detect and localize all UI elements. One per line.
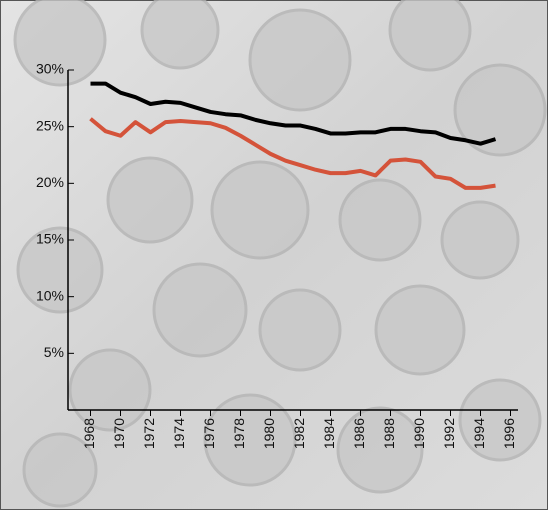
y-tick-label: 25%: [36, 117, 64, 133]
x-tick-label: 1988: [381, 418, 397, 449]
y-tick-label: 5%: [44, 344, 64, 360]
coins: [13, 0, 547, 508]
x-tick-label: 1982: [291, 418, 307, 449]
x-tick-label: 1996: [501, 418, 517, 449]
series-line: [89, 117, 496, 190]
x-tick-label: 1970: [111, 418, 127, 449]
x-tick-label: 1992: [441, 418, 457, 449]
x-tick-label: 1974: [171, 418, 187, 449]
x-tick-label: 1990: [411, 418, 427, 449]
y-tick-label: 15%: [36, 231, 64, 247]
x-tick-label: 1994: [471, 418, 487, 449]
y-tick-label: 30%: [36, 61, 64, 77]
x-tick-label: 1968: [81, 418, 97, 449]
x-tick-label: 1972: [141, 418, 157, 449]
x-tick-label: 1978: [231, 418, 247, 449]
x-tick-label: 1984: [321, 418, 337, 449]
series-line: [90, 81, 497, 146]
x-tick-label: 1980: [261, 418, 277, 449]
x-tick-label: 1976: [201, 418, 217, 449]
x-tick-label: 1986: [351, 418, 367, 449]
y-tick-label: 10%: [36, 287, 64, 303]
y-tick-label: 20%: [36, 174, 64, 190]
